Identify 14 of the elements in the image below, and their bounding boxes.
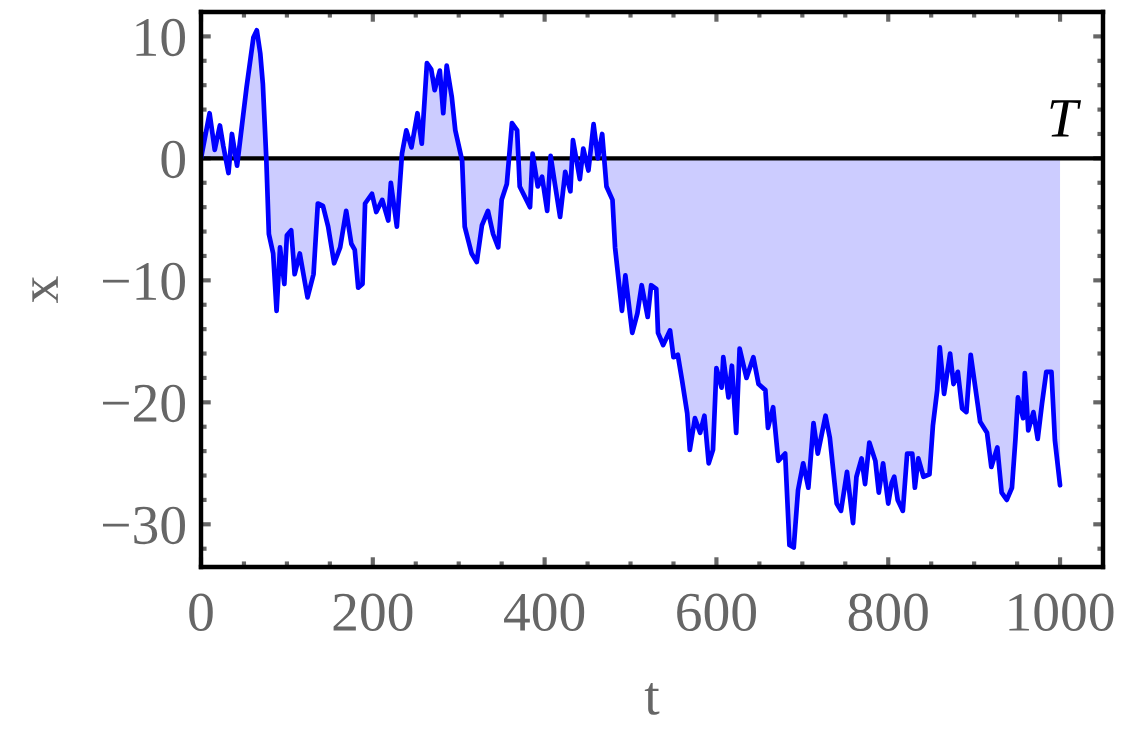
x-tick-label: 400 (504, 593, 585, 632)
x-axis-title: t (644, 682, 660, 715)
y-tick-label: −20 (103, 384, 185, 423)
y-tick-label: 0 (161, 140, 185, 179)
y-axis-title: x (32, 276, 58, 303)
x-tick-label: 200 (333, 593, 413, 632)
x-tick-label: 600 (677, 593, 756, 632)
ref-line-label: T (1050, 100, 1082, 137)
x-tick-label: 0 (189, 593, 213, 632)
x-tick-label: 1000 (1009, 593, 1114, 632)
y-tick-label: 10 (136, 18, 185, 57)
y-tick-label: −30 (103, 506, 185, 545)
x-tick-label: 800 (848, 593, 928, 632)
y-tick-label: −10 (103, 262, 185, 301)
